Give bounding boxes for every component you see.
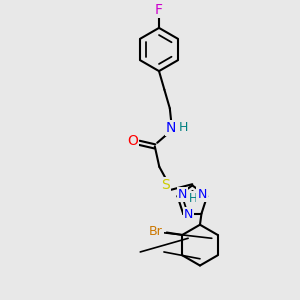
Text: N: N <box>197 188 207 202</box>
Text: F: F <box>155 3 163 17</box>
Text: H: H <box>179 121 189 134</box>
Text: N: N <box>184 208 193 221</box>
Text: H: H <box>189 192 197 205</box>
Text: O: O <box>127 134 138 148</box>
Text: N: N <box>166 121 176 135</box>
Text: S: S <box>161 178 170 192</box>
Text: Br: Br <box>149 225 163 239</box>
Text: N: N <box>178 188 187 202</box>
